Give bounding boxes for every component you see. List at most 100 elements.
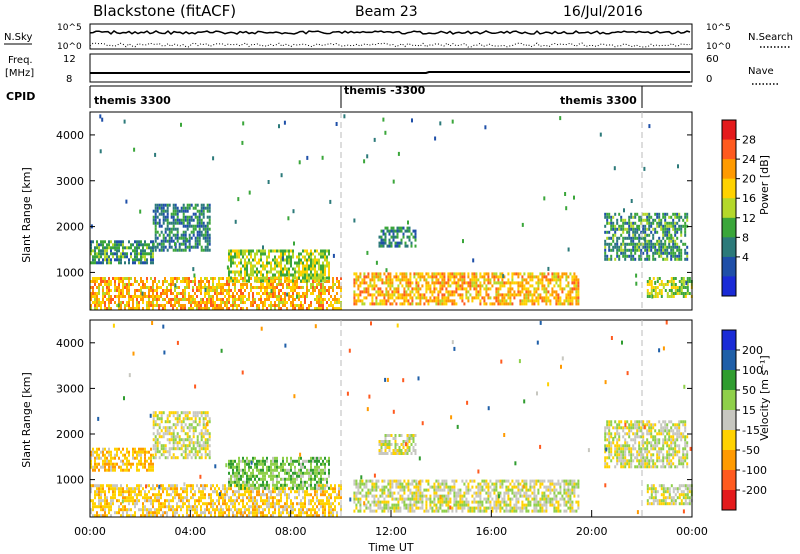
echo-region-1 [90,240,154,265]
date-label: 16/Jul/2016 [563,4,643,20]
station-title: Blackstone (fitACF) [93,2,236,20]
colorbar-swatch-0 [722,330,736,351]
colorbar-tick-2: 20 [742,173,756,186]
freq-unit-label: [MHz] [5,68,34,79]
range-tick-3000: 3000 [56,382,84,395]
echo-region-3 [228,456,330,490]
cpid-segment-2: themis -3300 [344,84,426,97]
velocity-colorbar-label: Velocity [m s⁻¹] [758,355,771,440]
sky-tick-bottom-right: 10^0 [706,42,731,52]
colorbar-swatch-3 [722,390,736,411]
echo-region-3 [228,249,330,283]
colorbar-swatch-7 [722,256,736,277]
echo-region-6 [604,212,689,261]
nave-tick-0: 0 [706,74,712,85]
freq-tick-12: 12 [63,54,76,65]
colorbar-swatch-8 [722,276,736,297]
colorbar-swatch-2 [722,370,736,391]
colorbar-tick-1: 100 [742,364,763,377]
time-tick-3: 12:00 [375,525,407,538]
time-tick-4: 16:00 [475,525,507,538]
echo-region-4 [353,479,580,513]
nave-tick-60: 60 [706,54,719,65]
sky-tick-bottom: 10^0 [57,42,82,52]
echo-region-4 [353,272,580,306]
colorbar-tick-5: 8 [742,231,749,244]
range-tick-3000: 3000 [56,175,84,188]
colorbar-tick-2: 50 [742,384,756,397]
colorbar-tick-1: 24 [742,153,756,166]
colorbar-tick-6: -100 [742,464,767,477]
colorbar-tick-4: 12 [742,212,756,225]
velocity-colorbar: 200 100 50 15 -15 -50 -100 -200 [721,329,767,511]
sky-tick-top-right: 10^5 [706,23,731,33]
range-tick-2000: 2000 [56,428,84,441]
nsky-label: N.Sky [4,32,32,43]
colorbar-tick-4: -15 [742,424,760,437]
velocity-echo-cells [90,320,693,518]
power-colorbar: 28 24 20 16 12 8 4 [721,119,756,297]
scatter-points [97,320,692,516]
echo-region-5 [378,434,417,455]
power-echo-cells [90,114,693,310]
colorbar-tick-0: 28 [742,134,756,147]
range-tick-4000: 4000 [56,129,84,142]
colorbar-swatch-6 [722,237,736,258]
colorbar-tick-7: -200 [742,484,767,497]
range-tick-1000: 1000 [56,266,84,279]
time-tick-6: 00:00 [676,525,708,538]
colorbar-swatch-7 [722,470,736,491]
sky-panel: N.Sky N.Search 10^5 10^0 10^5 10^0 [4,23,793,52]
colorbar-swatch-4 [722,410,736,431]
range-tick-2000: 2000 [56,221,84,234]
colorbar-tick-0: 200 [742,344,763,357]
freq-tick-8: 8 [66,74,72,85]
time-axis-label: Time UT [367,541,413,554]
echo-region-6 [604,420,689,469]
colorbar-swatch-2 [722,159,736,180]
time-tick-1: 04:00 [174,525,206,538]
beam-label: Beam 23 [355,4,418,20]
colorbar-swatch-8 [722,490,736,511]
colorbar-swatch-5 [722,430,736,451]
power-ylabel: Slant Range [km] [20,167,33,263]
colorbar-tick-3: 15 [742,404,756,417]
echo-region-2 [152,203,211,252]
time-axis: 00:00 04:00 08:00 12:00 16:00 20:00 00:00 [74,510,708,538]
colorbar-swatch-4 [722,198,736,219]
range-tick-1000: 1000 [56,474,84,487]
colorbar-tick-3: 16 [742,192,756,205]
range-tick-4000: 4000 [56,337,84,350]
cpid-label: CPID [6,90,35,103]
colorbar-swatch-5 [722,217,736,238]
colorbar-swatch-6 [722,450,736,471]
colorbar-tick-6: 4 [742,251,749,264]
power-colorbar-label: Power [dB] [758,155,771,215]
echo-region-1 [90,447,154,472]
echo-region-5 [378,226,417,248]
echo-region-7 [646,484,693,506]
echo-region-2 [152,411,211,460]
scatter-points [90,114,688,308]
colorbar-swatch-3 [722,178,736,199]
power-panel: 1000 2000 3000 4000 Slant Range [km] 28 24 20… [20,111,771,311]
colorbar-swatch-1 [722,350,736,371]
colorbar-swatch-1 [722,139,736,160]
colorbar-tick-5: -50 [742,444,760,457]
cpid-row: CPID themis 3300 themis -3300 themis 330… [6,84,692,108]
echo-region-7 [646,277,693,298]
freq-label: Freq. [8,55,33,66]
echo-region-0 [90,484,342,518]
colorbar-swatch-0 [722,120,736,141]
velocity-ylabel: Slant Range [km] [20,372,33,468]
sky-tick-top: 10^5 [57,23,82,33]
time-tick-0: 00:00 [74,525,106,538]
nsearch-label: N.Search [748,32,793,43]
cpid-segment-3: themis 3300 [560,94,637,107]
freq-panel: Freq. [MHz] 12 8 60 0 Nave [5,53,780,85]
time-tick-2: 08:00 [275,525,307,538]
velocity-panel: 1000 2000 3000 4000 Slant Range [km] 200 100… [20,319,771,518]
cpid-segment-1: themis 3300 [94,94,171,107]
nave-label: Nave [748,66,774,77]
time-tick-5: 20:00 [576,525,608,538]
